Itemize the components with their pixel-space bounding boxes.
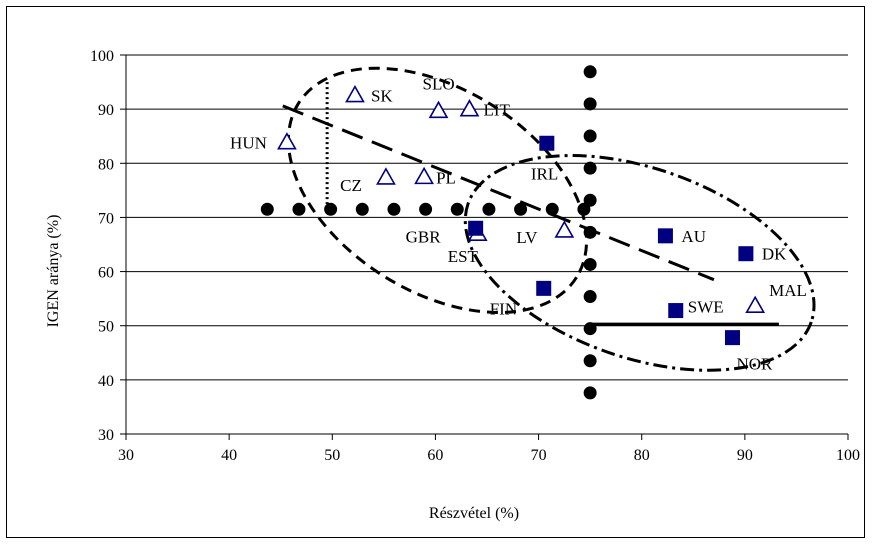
marker-square-irl <box>539 135 555 151</box>
y-tick-label-40: 40 <box>98 373 114 390</box>
x-tick-label-50: 50 <box>324 447 340 464</box>
marker-square-nor <box>724 330 740 346</box>
point-label-mal: MAL <box>769 281 807 300</box>
point-label-slo: SLO <box>423 74 455 93</box>
y-tick-label-30: 30 <box>98 427 114 444</box>
point-label-lv: LV <box>516 228 538 247</box>
point-label-dk: DK <box>762 245 787 264</box>
data-markers <box>277 84 766 346</box>
point-label-irl: IRL <box>531 164 558 183</box>
gridlines <box>126 54 848 381</box>
point-label-est: EST <box>448 247 479 266</box>
reference-lines <box>260 65 779 432</box>
point-label-gbr: GBR <box>406 227 442 246</box>
y-tick-label-50: 50 <box>98 319 114 336</box>
marker-square-fin <box>536 280 552 296</box>
y-tick-label-90: 90 <box>98 102 114 119</box>
point-label-pl: PL <box>436 168 456 187</box>
marker-triangle-cz <box>376 167 396 185</box>
point-label-fin: FIN <box>490 299 517 318</box>
marker-square-au <box>657 228 673 244</box>
point-label-swe: SWE <box>688 298 724 317</box>
marker-triangle-pl <box>414 166 434 185</box>
tick-labels: 30 40 50 60 70 80 90 100 30 40 50 60 70 80 90 100 <box>90 48 860 464</box>
x-axis-label: Részvétel (%) <box>429 505 519 522</box>
y-tick-label-60: 60 <box>98 265 114 282</box>
x-tick-label-60: 60 <box>427 447 443 464</box>
x-tick-label-100: 100 <box>836 447 860 464</box>
dashed-trend-line <box>282 104 715 282</box>
cluster-ellipse-1-dashed <box>286 66 589 314</box>
point-label-cz: CZ <box>340 176 362 195</box>
x-tick-label-90: 90 <box>737 447 753 464</box>
y-tick-label-100: 100 <box>90 48 114 65</box>
marker-square-swe <box>668 303 684 319</box>
axes <box>120 54 849 440</box>
y-axis-label: IGEN aránya (%) <box>45 215 62 328</box>
x-tick-label-80: 80 <box>634 447 650 464</box>
point-label-sk: SK <box>371 87 393 106</box>
point-label-nor: NOR <box>736 355 773 374</box>
marker-triangle-sk <box>345 84 365 103</box>
y-tick-label-70: 70 <box>98 210 114 227</box>
marker-triangle-slo <box>428 100 449 119</box>
marker-triangle-hun <box>277 132 297 150</box>
marker-square-gbr <box>468 220 484 236</box>
marker-triangle-lit <box>459 99 480 117</box>
marker-triangle-lv <box>554 220 575 238</box>
marker-square-dk <box>738 246 754 262</box>
x-tick-label-30: 30 <box>118 447 134 464</box>
point-label-hun: HUN <box>230 134 267 153</box>
x-tick-label-40: 40 <box>221 447 237 464</box>
x-tick-label-70: 70 <box>531 447 547 464</box>
y-tick-label-80: 80 <box>98 156 114 173</box>
point-labels: HUN SK SLO LIT CZ PL EST LV MAL IRL GBR AU DK FIN SWE N… <box>230 74 807 373</box>
marker-triangle-mal <box>745 295 766 314</box>
point-label-lit: LIT <box>483 101 510 120</box>
point-label-au: AU <box>681 227 706 246</box>
